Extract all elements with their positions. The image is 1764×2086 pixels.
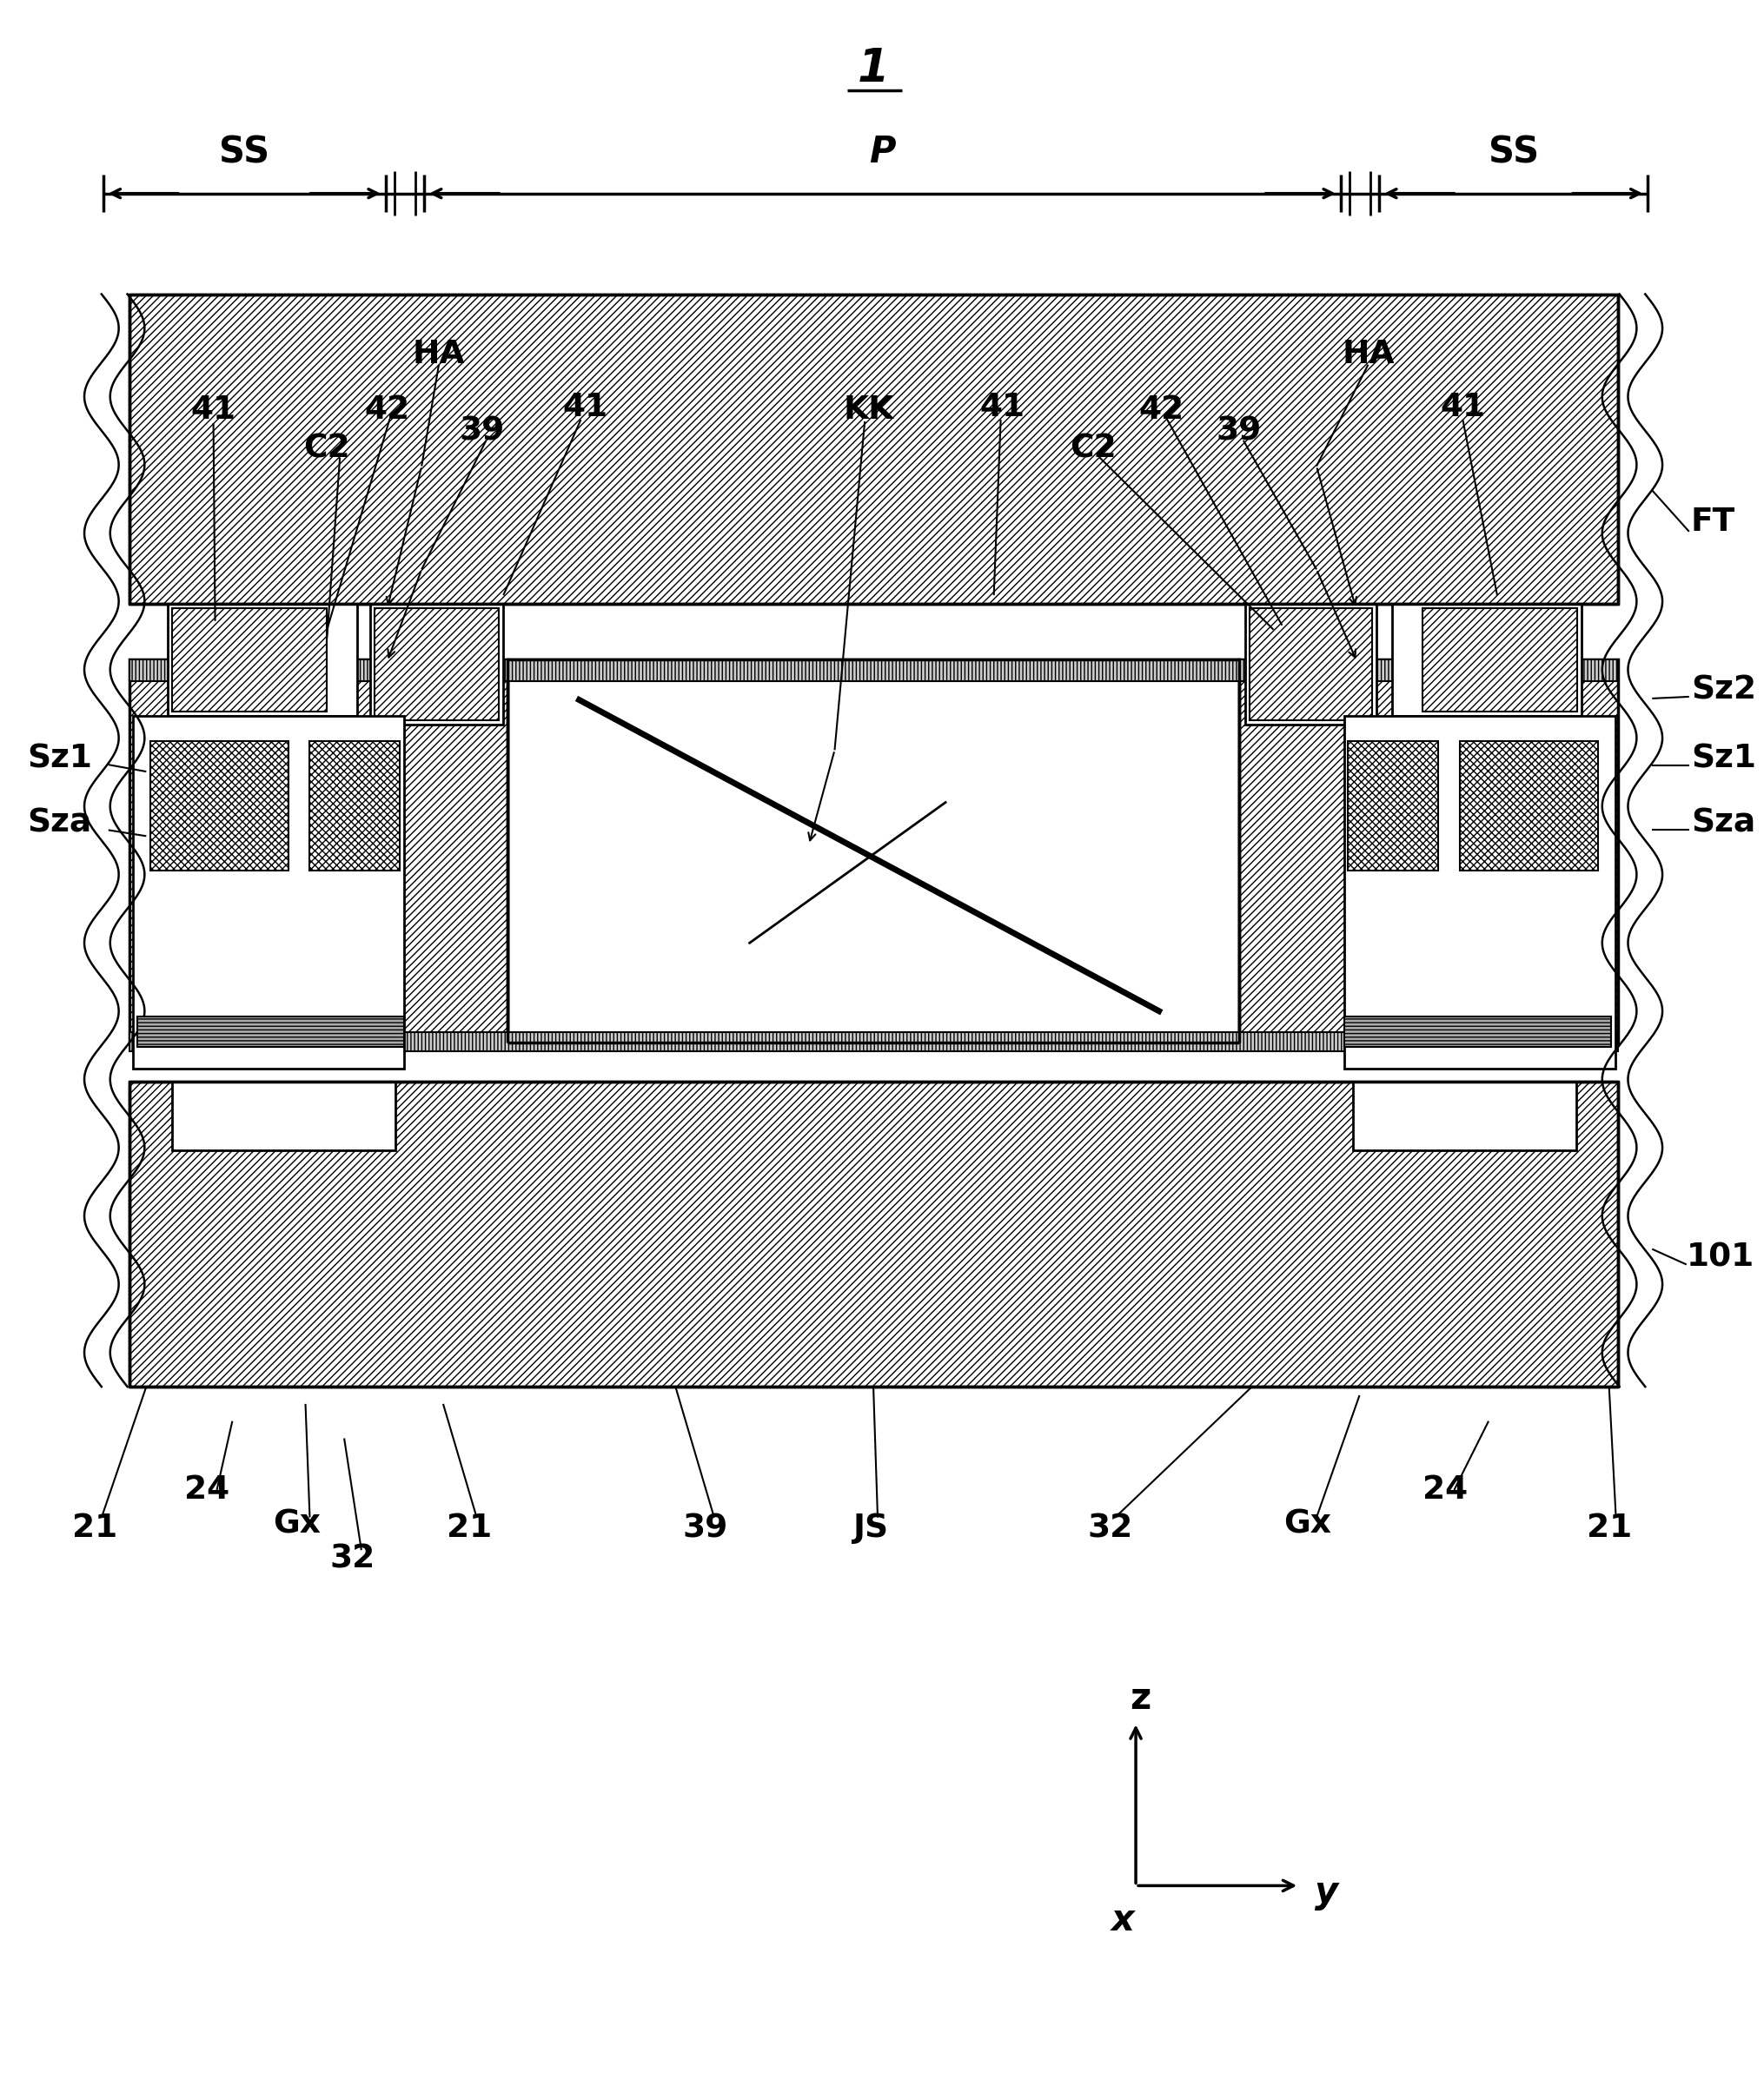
Text: 21: 21 bbox=[446, 1512, 492, 1544]
Text: 41: 41 bbox=[979, 392, 1025, 423]
Bar bbox=[1392, 603, 1582, 715]
Text: 42: 42 bbox=[1140, 394, 1184, 426]
Bar bbox=[1422, 609, 1577, 711]
Text: 41: 41 bbox=[191, 394, 236, 426]
Bar bbox=[129, 1081, 1618, 1387]
Bar bbox=[1353, 1081, 1577, 1149]
Text: Sz1: Sz1 bbox=[28, 743, 93, 774]
Bar bbox=[1461, 741, 1598, 870]
Text: Gx: Gx bbox=[273, 1508, 321, 1539]
Text: SS: SS bbox=[219, 134, 270, 171]
Bar bbox=[129, 1033, 1618, 1051]
Text: y: y bbox=[1314, 1875, 1339, 1911]
Text: JS: JS bbox=[854, 1512, 889, 1544]
Text: KK: KK bbox=[843, 394, 894, 426]
Text: x: x bbox=[1111, 1902, 1134, 1938]
Text: 1: 1 bbox=[857, 46, 889, 92]
Bar bbox=[150, 741, 288, 870]
Bar bbox=[168, 603, 356, 715]
Bar bbox=[310, 741, 400, 870]
Bar bbox=[1245, 603, 1376, 724]
Text: 24: 24 bbox=[1424, 1475, 1468, 1506]
Text: 41: 41 bbox=[1439, 392, 1485, 423]
Text: FT: FT bbox=[1692, 507, 1736, 538]
Bar bbox=[1238, 659, 1618, 1043]
Bar bbox=[1348, 741, 1438, 870]
Text: 21: 21 bbox=[1586, 1512, 1632, 1544]
Text: P: P bbox=[868, 134, 894, 171]
Text: z: z bbox=[1129, 1679, 1150, 1717]
Text: Sz1: Sz1 bbox=[1692, 743, 1755, 774]
Text: C2: C2 bbox=[1069, 434, 1117, 465]
Text: Sza: Sza bbox=[1692, 807, 1755, 839]
Text: 32: 32 bbox=[330, 1544, 376, 1575]
Bar bbox=[173, 609, 326, 711]
Text: C2: C2 bbox=[303, 434, 351, 465]
Text: HA: HA bbox=[1342, 338, 1394, 369]
Text: 39: 39 bbox=[683, 1512, 729, 1544]
Bar bbox=[1344, 715, 1616, 1068]
Bar bbox=[138, 1016, 404, 1047]
Text: 39: 39 bbox=[1217, 415, 1261, 446]
Text: 41: 41 bbox=[563, 392, 609, 423]
Bar bbox=[129, 659, 508, 1043]
Text: 101: 101 bbox=[1686, 1241, 1755, 1272]
Text: Sz2: Sz2 bbox=[1692, 674, 1755, 705]
Text: 24: 24 bbox=[183, 1475, 229, 1506]
Text: Sza: Sza bbox=[28, 807, 92, 839]
Text: 39: 39 bbox=[459, 415, 505, 446]
Text: 42: 42 bbox=[365, 394, 409, 426]
Bar bbox=[134, 715, 404, 1068]
Text: Gx: Gx bbox=[1284, 1508, 1332, 1539]
Text: SS: SS bbox=[1489, 134, 1538, 171]
Text: 32: 32 bbox=[1087, 1512, 1132, 1544]
Bar bbox=[1249, 609, 1372, 720]
Bar bbox=[129, 659, 1618, 682]
Text: HA: HA bbox=[413, 338, 466, 369]
Bar bbox=[173, 1081, 395, 1149]
Bar bbox=[374, 609, 499, 720]
Bar bbox=[370, 603, 503, 724]
Bar bbox=[129, 294, 1618, 603]
Text: 21: 21 bbox=[72, 1512, 118, 1544]
Bar bbox=[1344, 1016, 1611, 1047]
Bar bbox=[508, 659, 1238, 1043]
